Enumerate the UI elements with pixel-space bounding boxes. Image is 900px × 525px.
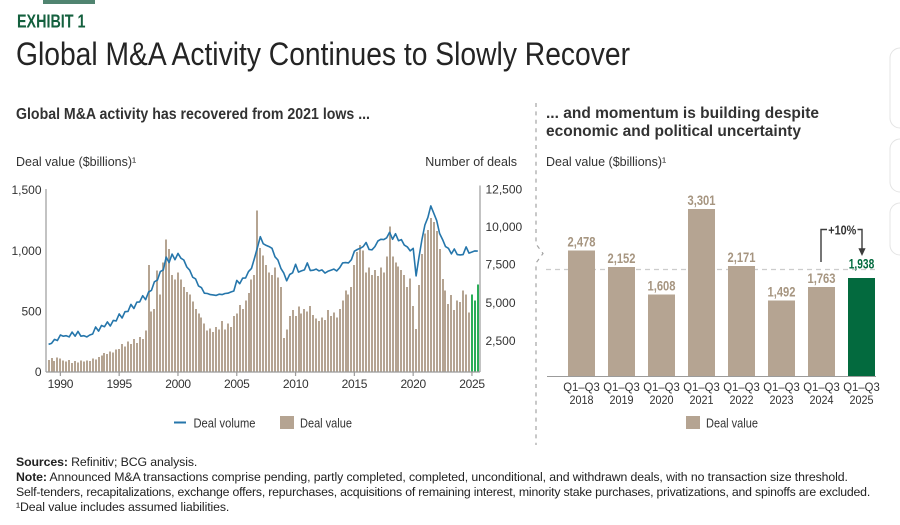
svg-text:2022: 2022 xyxy=(730,393,754,407)
svg-text:10,000: 10,000 xyxy=(486,220,523,234)
svg-text:Deal volume: Deal volume xyxy=(194,417,256,431)
svg-text:Q1–Q3: Q1–Q3 xyxy=(803,380,840,394)
svg-text:2,478: 2,478 xyxy=(568,235,596,250)
svg-text:1,763: 1,763 xyxy=(808,271,836,286)
svg-text:Global M&A activity has recove: Global M&A activity has recovered from 2… xyxy=(16,106,370,123)
svg-text:+10%: +10% xyxy=(828,224,856,238)
svg-text:Q1–Q3: Q1–Q3 xyxy=(723,380,760,394)
svg-text:2021: 2021 xyxy=(690,393,714,407)
svg-text:1995: 1995 xyxy=(106,377,132,391)
svg-text:Q1–Q3: Q1–Q3 xyxy=(683,380,720,394)
svg-text:1990: 1990 xyxy=(48,377,74,391)
svg-text:5,000: 5,000 xyxy=(486,296,516,310)
svg-text:2,500: 2,500 xyxy=(486,334,516,348)
svg-text:1,938: 1,938 xyxy=(849,256,875,272)
svg-text:EXHIBIT 1: EXHIBIT 1 xyxy=(17,11,86,31)
svg-text:500: 500 xyxy=(21,305,41,319)
svg-text:2020: 2020 xyxy=(400,377,426,391)
svg-text:1,492: 1,492 xyxy=(768,285,796,300)
svg-text:2005: 2005 xyxy=(224,377,250,391)
svg-text:2025: 2025 xyxy=(850,393,874,407)
svg-text:1,000: 1,000 xyxy=(11,244,41,258)
svg-text:1,608: 1,608 xyxy=(648,279,676,294)
svg-text:2023: 2023 xyxy=(770,393,794,407)
svg-text:Q1–Q3: Q1–Q3 xyxy=(563,380,600,394)
svg-text:2020: 2020 xyxy=(650,393,674,407)
svg-text:2018: 2018 xyxy=(570,393,594,407)
svg-text:Q1–Q3: Q1–Q3 xyxy=(603,380,640,394)
svg-text:1,500: 1,500 xyxy=(11,183,41,197)
svg-text:Global M&A Activity Continues: Global M&A Activity Continues to Slowly … xyxy=(16,36,630,72)
svg-text:2,171: 2,171 xyxy=(728,250,756,265)
svg-text:2010: 2010 xyxy=(283,377,309,391)
svg-text:2000: 2000 xyxy=(165,377,191,391)
svg-text:Deal value: Deal value xyxy=(706,417,758,431)
svg-text:2015: 2015 xyxy=(342,377,368,391)
svg-text:2025: 2025 xyxy=(459,377,485,391)
svg-text:3,301: 3,301 xyxy=(688,193,716,208)
svg-text:Q1–Q3: Q1–Q3 xyxy=(643,380,680,394)
svg-text:Q1–Q3: Q1–Q3 xyxy=(763,380,800,394)
svg-text:7,500: 7,500 xyxy=(486,258,516,272)
svg-text:12,500: 12,500 xyxy=(486,183,523,197)
svg-text:2,152: 2,152 xyxy=(608,251,636,266)
svg-text:Q1–Q3: Q1–Q3 xyxy=(843,380,880,394)
svg-text:0: 0 xyxy=(35,365,42,379)
svg-text:2019: 2019 xyxy=(610,393,634,407)
svg-text:2024: 2024 xyxy=(810,393,834,407)
svg-text:Deal value: Deal value xyxy=(300,417,352,431)
